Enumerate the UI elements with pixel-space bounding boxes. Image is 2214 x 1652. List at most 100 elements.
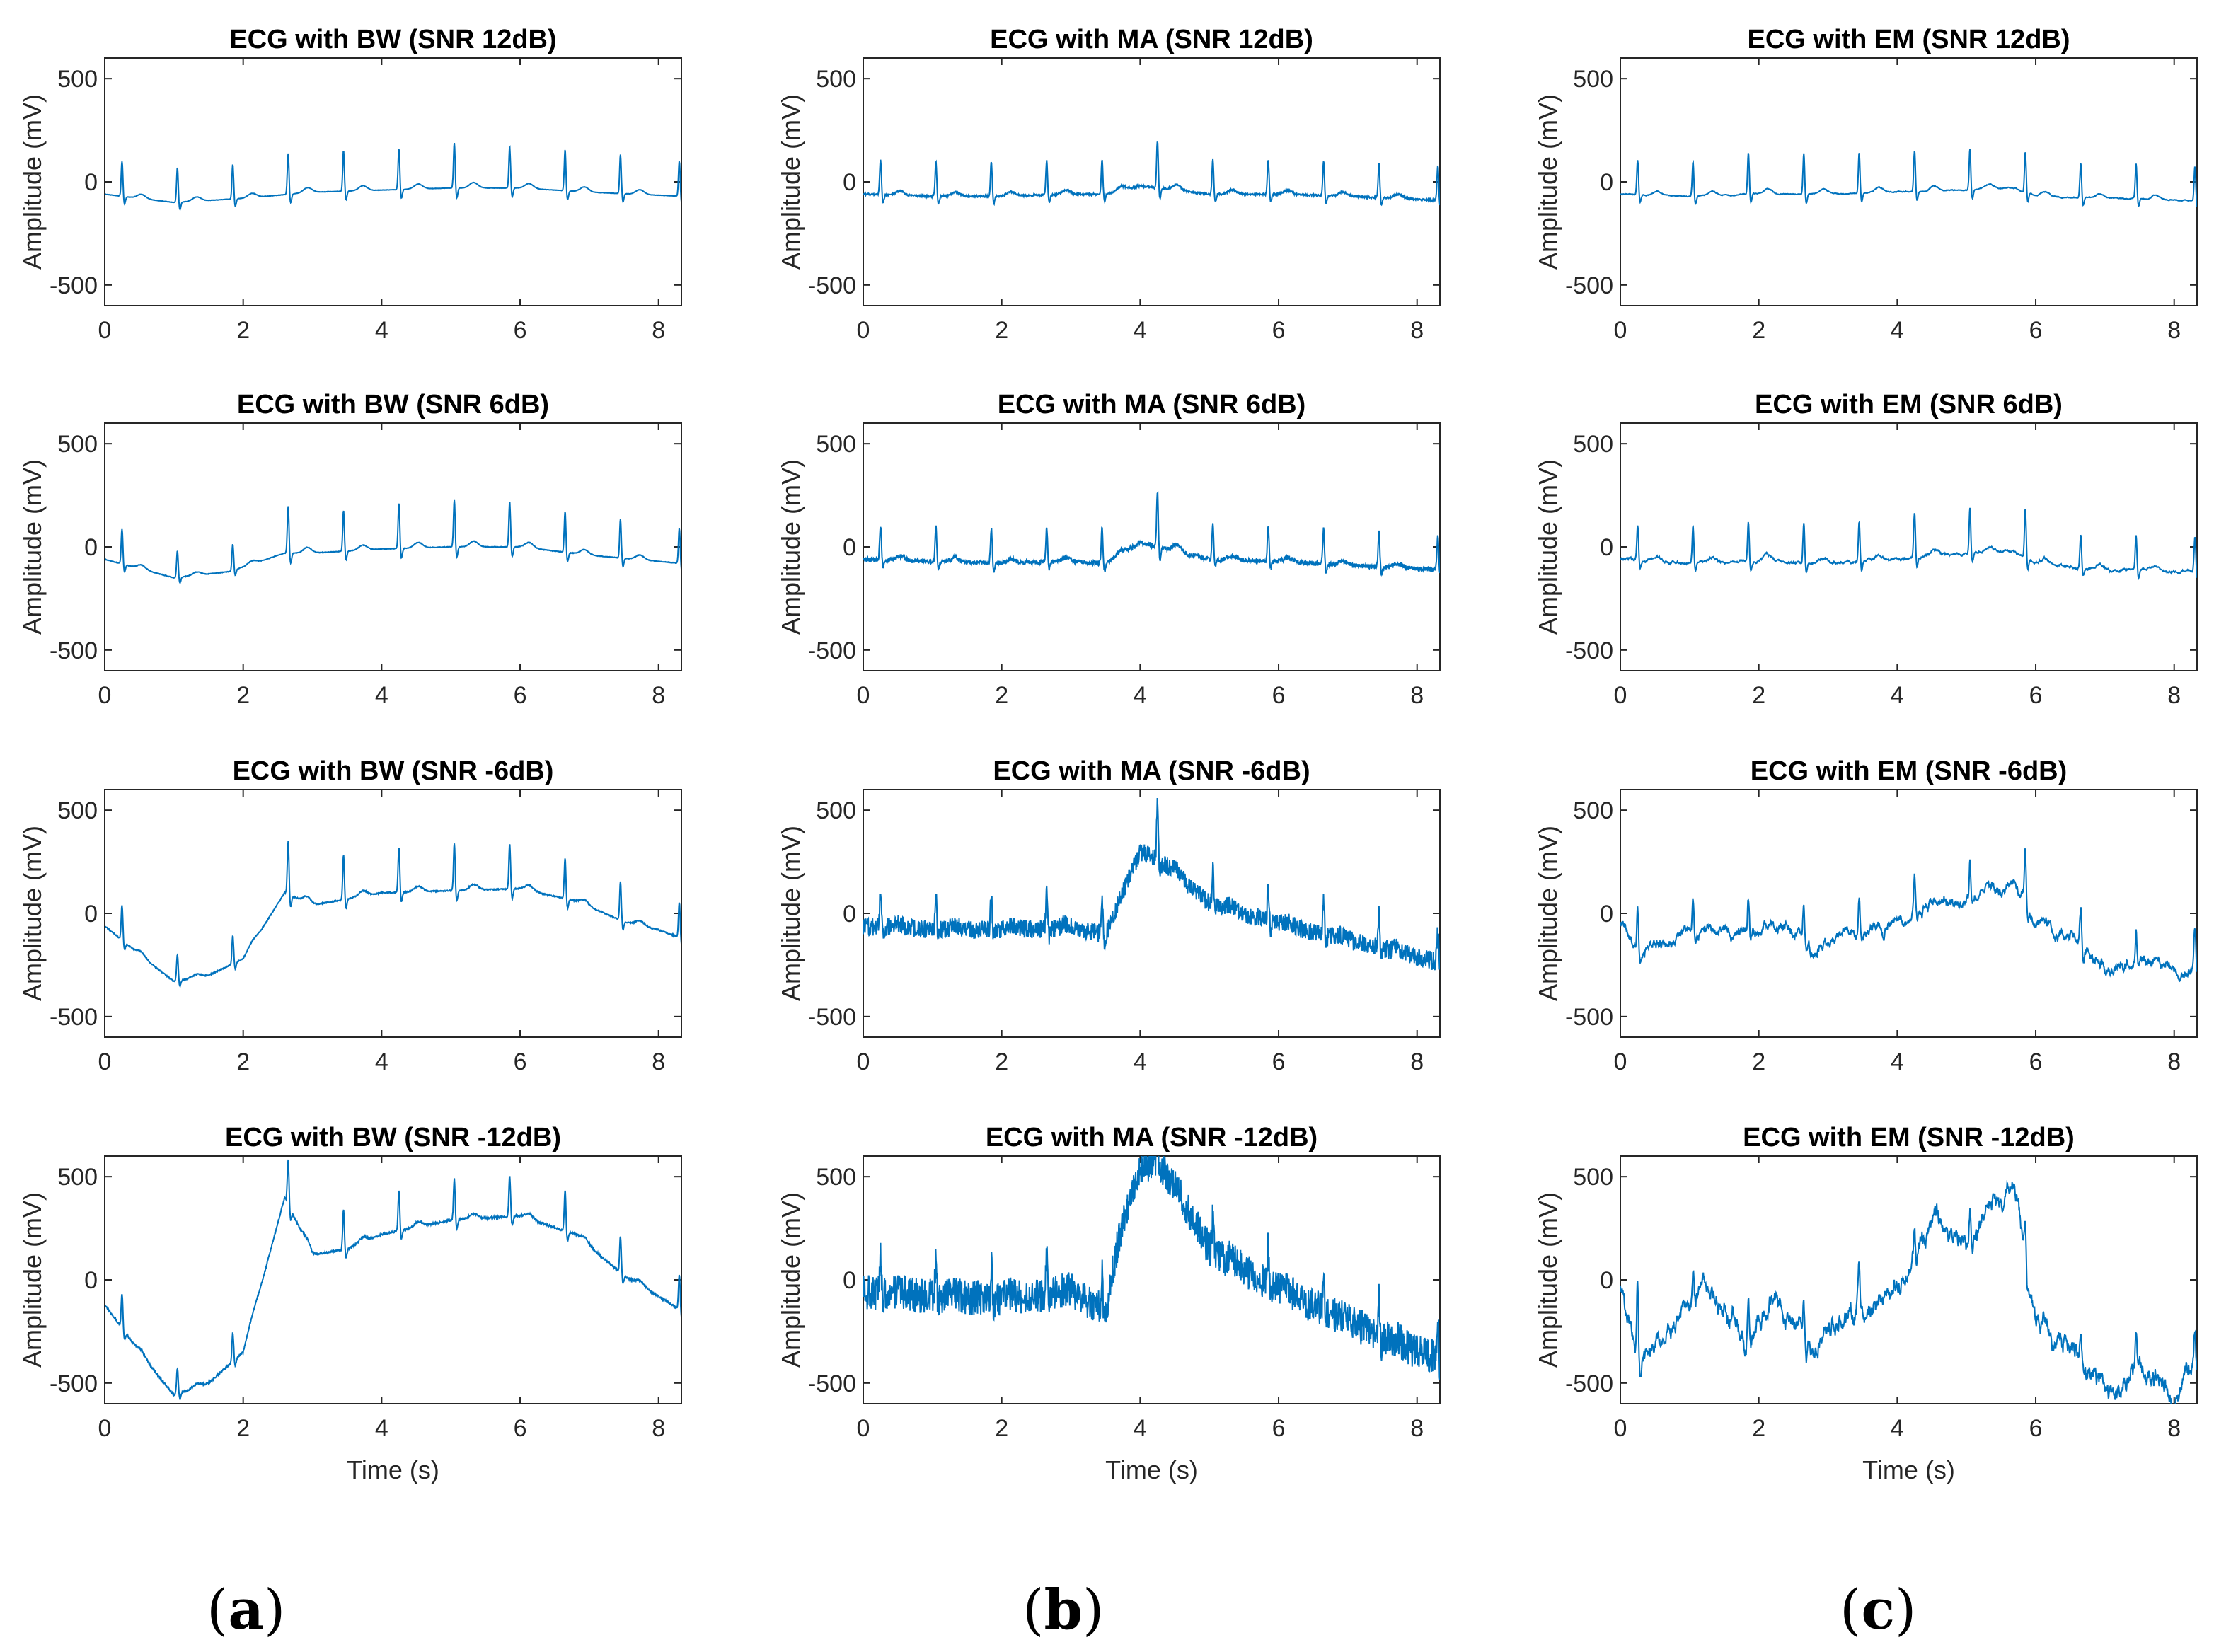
ecg-signal-line — [863, 1156, 1440, 1381]
x-tick-label: 0 — [857, 317, 870, 344]
x-tick-label: 0 — [98, 1049, 112, 1075]
ecg-signal-line — [1620, 848, 2197, 983]
x-tick-label: 2 — [1752, 682, 1765, 709]
plot-frame — [104, 422, 682, 671]
x-tick-label: 8 — [2167, 1049, 2181, 1075]
x-tick-label: 6 — [2029, 682, 2043, 709]
y-tick-label: 0 — [1600, 534, 1613, 561]
chart-panel-8: ECG with MA (SNR -6dB)0 2 4 6 85000-500Ampli… — [776, 756, 1441, 1075]
y-axis-label: Amplitude (mV) — [1533, 94, 1562, 270]
x-tick-label: 2 — [236, 317, 250, 344]
chart-title: ECG with BW (SNR -12dB) — [225, 1123, 561, 1153]
ecg-signal-line — [1620, 507, 2197, 580]
panel-label-b-letter: b — [1044, 1578, 1083, 1642]
y-tick-label: 500 — [816, 431, 856, 458]
plot-frame — [1620, 422, 2198, 671]
chart-title: ECG with EM (SNR 6dB) — [1755, 390, 2063, 420]
x-tick-label: 0 — [857, 682, 870, 709]
chart-panel-7: ECG with BW (SNR -6dB)0 2 4 6 85000-500Ampli… — [18, 756, 682, 1075]
x-tick-label: 8 — [652, 1049, 665, 1075]
x-tick-label: 2 — [995, 1049, 1008, 1075]
y-tick-label: 0 — [843, 901, 856, 928]
x-tick-label: 4 — [375, 317, 388, 344]
ecg-signal-line — [105, 499, 681, 585]
chart-panel-6: ECG with EM (SNR 6dB)0 2 4 6 85000-500Amplit… — [1533, 390, 2198, 709]
y-axis-label: Amplitude (mV) — [776, 826, 805, 1001]
x-tick-label: 6 — [1272, 317, 1286, 344]
x-tick-label: 6 — [2029, 1049, 2043, 1075]
x-tick-label: 4 — [1134, 1049, 1147, 1075]
chart-title: ECG with MA (SNR 6dB) — [998, 390, 1306, 420]
y-tick-label: 500 — [1573, 797, 1613, 824]
ecg-signal-line — [863, 491, 1440, 577]
plot-frame — [1620, 57, 2198, 306]
x-tick-label: 4 — [375, 1415, 388, 1442]
panel-label-a-letter: a — [228, 1578, 264, 1642]
y-axis-label: Amplitude (mV) — [1533, 826, 1562, 1001]
x-tick-label: 6 — [1272, 682, 1286, 709]
x-tick-label: 4 — [1134, 682, 1147, 709]
y-tick-label: -500 — [1565, 1370, 1613, 1397]
y-axis-label: Amplitude (mV) — [18, 459, 47, 635]
x-tick-label: 8 — [2167, 682, 2181, 709]
chart-panel-9: ECG with EM (SNR -6dB)0 2 4 6 85000-500Ampli… — [1533, 756, 2198, 1075]
y-tick-label: 0 — [84, 901, 98, 928]
y-tick-label: -500 — [1565, 272, 1613, 299]
x-tick-label: 2 — [1752, 1049, 1765, 1075]
chart-title: ECG with MA (SNR 12dB) — [990, 25, 1313, 54]
y-axis-label: Amplitude (mV) — [1533, 1192, 1562, 1368]
x-tick-label: 6 — [514, 1049, 527, 1075]
plot-frame — [104, 57, 682, 306]
y-axis-label: Amplitude (mV) — [18, 94, 47, 270]
x-tick-label: 4 — [1891, 1049, 1904, 1075]
x-tick-label: 0 — [1614, 1415, 1627, 1442]
chart-panel-11: ECG with MA (SNR -12dB)0 2 4 6 85000-500Ampl… — [776, 1123, 1441, 1484]
y-tick-label: -500 — [808, 637, 856, 664]
x-tick-label: 8 — [652, 682, 665, 709]
x-tick-label: 4 — [375, 1049, 388, 1075]
panel-label-b: (b) — [1022, 1578, 1105, 1642]
x-tick-label: 8 — [1410, 317, 1424, 344]
chart-title: ECG with EM (SNR -6dB) — [1751, 756, 2068, 786]
y-axis-label: Amplitude (mV) — [1533, 459, 1562, 635]
x-tick-label: 8 — [652, 1415, 665, 1442]
plot-frame — [104, 1155, 682, 1404]
chart-panel-4: ECG with BW (SNR 6dB)0 2 4 6 85000-500Amplit… — [18, 390, 682, 709]
x-tick-label: 2 — [236, 1415, 250, 1442]
y-tick-label: 500 — [57, 431, 98, 458]
chart-title: ECG with EM (SNR 12dB) — [1747, 25, 2070, 54]
y-tick-label: 500 — [57, 66, 98, 93]
chart-title: ECG with MA (SNR -6dB) — [993, 756, 1310, 786]
x-tick-label: 0 — [1614, 682, 1627, 709]
ecg-signal-line — [1620, 149, 2197, 207]
ecg-signal-line — [105, 841, 681, 989]
chart-title: ECG with BW (SNR -6dB) — [233, 756, 554, 786]
x-tick-label: 8 — [1410, 1415, 1424, 1442]
x-tick-label: 0 — [857, 1415, 870, 1442]
chart-panel-1: ECG with BW (SNR 12dB)0 2 4 6 85000-500Ampli… — [18, 25, 682, 344]
x-tick-label: 6 — [2029, 1415, 2043, 1442]
y-tick-label: 0 — [84, 534, 98, 561]
x-tick-label: 4 — [1891, 317, 1904, 344]
y-tick-label: 500 — [1573, 66, 1613, 93]
y-tick-label: 500 — [1573, 1164, 1613, 1191]
ecg-signal-line — [105, 1159, 681, 1400]
x-tick-label: 6 — [1272, 1415, 1286, 1442]
x-tick-label: 6 — [514, 682, 527, 709]
plot-frame — [863, 1155, 1441, 1404]
y-tick-label: 500 — [57, 797, 98, 824]
panel-label-a: (a) — [207, 1578, 286, 1642]
x-tick-label: 6 — [514, 317, 527, 344]
chart-panel-2: ECG with MA (SNR 12dB)0 2 4 6 85000-500Ampli… — [776, 25, 1441, 344]
y-tick-label: 0 — [84, 169, 98, 196]
x-tick-label: 4 — [1891, 1415, 1904, 1442]
x-tick-label: 4 — [1134, 1415, 1147, 1442]
x-tick-label: 8 — [2167, 1415, 2181, 1442]
x-tick-label: 6 — [2029, 317, 2043, 344]
x-tick-label: 8 — [652, 317, 665, 344]
x-tick-label: 0 — [98, 317, 112, 344]
y-tick-label: -500 — [808, 1004, 856, 1031]
chart-title: ECG with MA (SNR -12dB) — [986, 1123, 1318, 1153]
x-tick-label: 8 — [1410, 1049, 1424, 1075]
